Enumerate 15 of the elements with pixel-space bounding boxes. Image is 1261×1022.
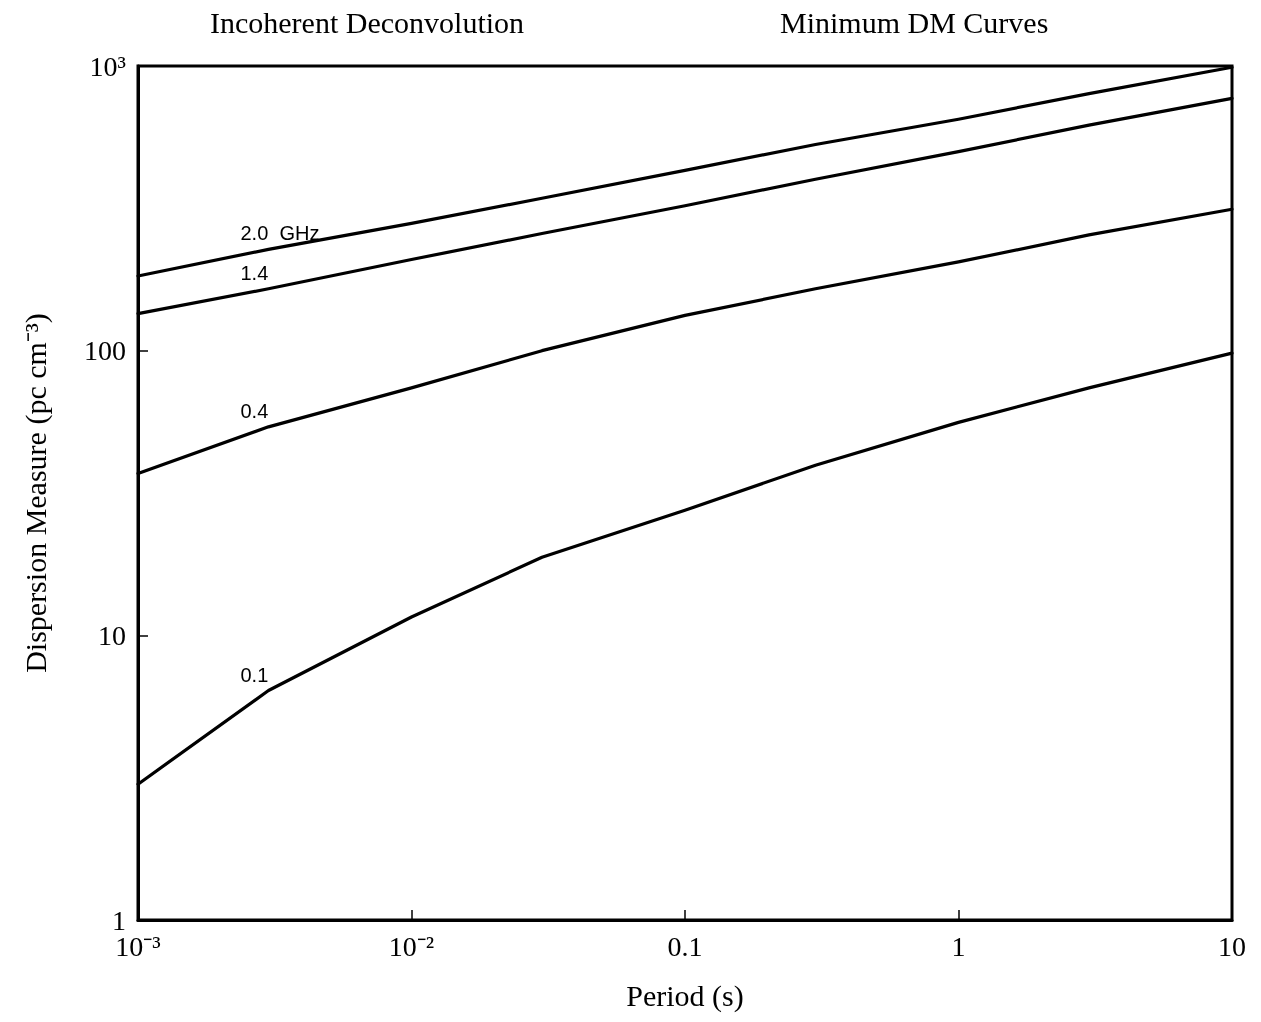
series-label: 0.1	[240, 663, 269, 686]
y-tick-label: 100	[84, 335, 126, 367]
chart-subtitle: Minimum DM Curves	[780, 5, 1049, 39]
x-tick-label: 10⁻²	[388, 930, 435, 962]
x-axis-title: Period (s)	[626, 978, 744, 1013]
x-tick-label: 0.1	[667, 930, 703, 962]
series-label: 1.4	[240, 261, 269, 284]
series-label: 0.4	[240, 399, 269, 422]
y-tick-label: 10³	[89, 50, 126, 82]
x-tick-label: 10	[1218, 930, 1246, 962]
series-label: 2.0 GHz	[240, 222, 320, 245]
y-tick-label: 10	[98, 619, 126, 651]
chart-title: Incoherent Deconvolution	[210, 5, 525, 39]
y-axis-title: Dispersion Measure (pc cm⁻³)	[18, 313, 53, 673]
x-tick-label: 1	[951, 930, 966, 962]
